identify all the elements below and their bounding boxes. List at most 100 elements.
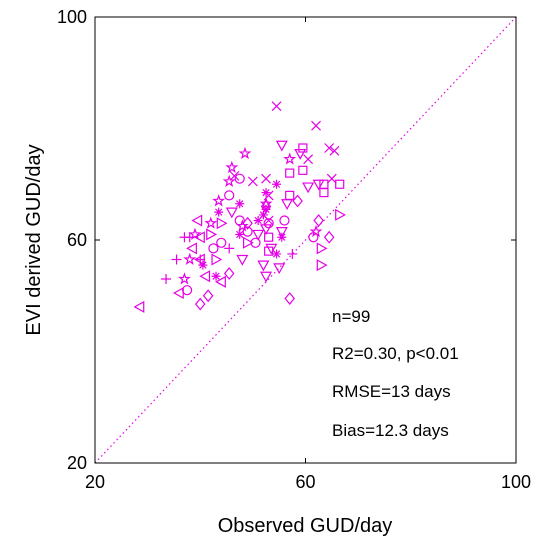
data-point-tri-down: [312, 179, 325, 191]
data-point-x: [247, 176, 258, 187]
data-point-x: [329, 145, 340, 156]
data-point-x: [326, 173, 337, 184]
tick-labels: 20 60 100 20 60 100: [57, 7, 531, 492]
data-point-diamond: [284, 292, 295, 305]
data-point-tri-down: [260, 271, 273, 283]
data-point-plus: [161, 274, 172, 285]
y-tick-label: 100: [57, 7, 87, 27]
data-point-tri-right: [206, 228, 218, 241]
data-point-tri-left: [215, 275, 226, 288]
data-point-circle: [224, 190, 235, 201]
data-point-tri-down: [252, 229, 265, 241]
data-point-tri-right: [316, 242, 328, 255]
data-point-diamond: [292, 194, 303, 208]
data-point-star6: [214, 207, 224, 217]
data-point-circle: [308, 232, 319, 243]
x-tick-label: 60: [295, 472, 315, 492]
data-point-tri-down: [275, 140, 288, 152]
data-point-square: [264, 246, 274, 256]
y-tick-label: 20: [67, 453, 87, 473]
data-point-star6: [277, 232, 287, 242]
data-point-diamond: [242, 216, 253, 230]
data-point-star6: [253, 215, 263, 225]
data-point-star: [238, 146, 252, 160]
data-point-star6: [258, 210, 268, 220]
data-point-star: [183, 252, 197, 266]
data-point-circle: [250, 237, 261, 248]
data-point-tri-left: [172, 286, 184, 299]
data-point-star: [283, 152, 297, 165]
data-point-star6: [272, 179, 282, 189]
data-point-star: [204, 216, 218, 229]
data-point-square: [298, 143, 308, 153]
data-point-square: [285, 168, 295, 178]
data-point-diamond: [202, 289, 214, 303]
data-point-star: [177, 272, 191, 285]
data-point-plus: [171, 254, 182, 265]
data-point-diamond: [260, 200, 272, 213]
data-point-diamond: [313, 214, 324, 227]
data-point-star: [222, 174, 236, 187]
data-point-tri-down: [265, 243, 278, 255]
axis-ticks: [94, 16, 517, 464]
data-point-tri-right: [243, 236, 254, 249]
data-point-square: [285, 190, 295, 200]
annotation-rmse: RMSE=13 days: [332, 382, 451, 401]
data-point-star6: [198, 260, 208, 270]
data-point-x: [271, 101, 282, 112]
data-point-tri-right: [216, 217, 228, 230]
data-point-tri-left: [186, 242, 197, 255]
data-point-star6: [235, 229, 245, 239]
data-point-star: [225, 160, 239, 174]
data-point-diamond: [323, 230, 335, 244]
data-points: [133, 101, 346, 313]
data-point-circle: [234, 215, 245, 226]
data-point-square: [335, 179, 345, 189]
x-tick-label: 20: [85, 472, 105, 492]
data-point-star6: [261, 204, 271, 214]
data-point-diamond: [194, 297, 206, 311]
data-point-tri-down: [294, 148, 307, 160]
data-point-tri-down: [275, 227, 288, 238]
x-axis-label: Observed GUD/day: [218, 515, 393, 537]
data-point-x: [261, 173, 271, 184]
data-point-tri-left: [133, 300, 145, 313]
data-point-tri-right: [211, 253, 223, 266]
data-point-x: [229, 170, 240, 181]
one-to-one-line: [94, 16, 517, 464]
data-point-star6: [272, 249, 282, 259]
data-point-tri-right: [316, 259, 328, 272]
data-point-circle: [181, 285, 193, 296]
data-point-tri-left: [194, 231, 205, 244]
data-point-star: [188, 227, 202, 240]
data-point-tri-down: [273, 263, 286, 275]
data-point-plus: [287, 248, 298, 259]
data-point-square: [298, 165, 308, 175]
data-point-circle: [279, 215, 290, 226]
data-point-circle: [263, 218, 274, 229]
annotation-bias: Bias=12.3 days: [332, 421, 449, 440]
y-axis-label: EVI derived GUD/day: [23, 144, 45, 335]
data-point-star6: [211, 271, 221, 281]
data-point-x: [324, 143, 335, 153]
data-point-tri-left: [199, 270, 211, 283]
data-point-square: [264, 232, 274, 242]
annotation-r2: R2=0.30, p<0.01: [332, 344, 459, 363]
data-point-star6: [235, 199, 245, 209]
data-point-x: [311, 120, 321, 131]
x-tick-label: 100: [501, 472, 531, 492]
y-tick-label: 60: [67, 230, 87, 250]
data-point-tri-down: [257, 260, 270, 272]
data-point-circle: [234, 173, 245, 184]
data-point-star: [212, 194, 226, 207]
data-point-tri-right: [335, 208, 346, 221]
data-point-x: [303, 154, 314, 165]
data-point-circle: [208, 243, 219, 254]
data-point-square: [319, 179, 329, 189]
data-point-star6: [261, 188, 271, 198]
data-point-plus: [184, 232, 195, 243]
stats-annotations: n=99 R2=0.30, p<0.01 RMSE=13 days Bias=1…: [332, 307, 459, 440]
data-point-circle: [216, 237, 227, 248]
data-point-tri-down: [260, 224, 273, 236]
